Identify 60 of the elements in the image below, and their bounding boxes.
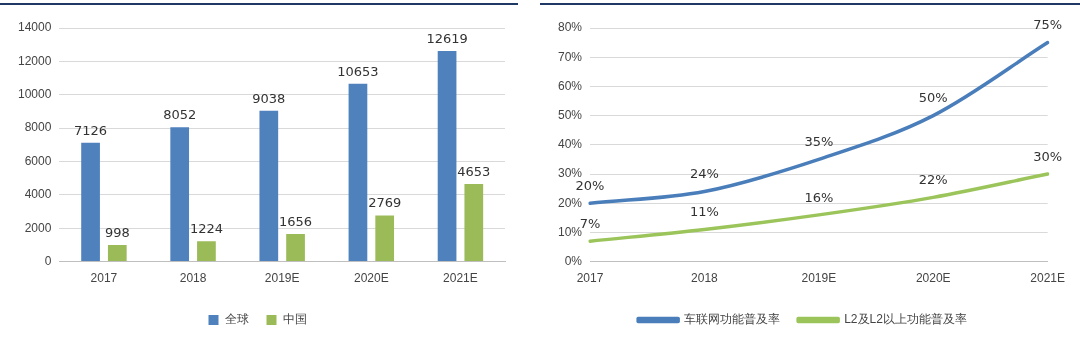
- y-tick-label: 8000: [24, 120, 52, 135]
- data-label: 10653: [337, 63, 379, 79]
- bar: [197, 241, 216, 262]
- data-label: 75%: [1033, 17, 1063, 33]
- data-label: 35%: [804, 134, 834, 150]
- legend-label: 中国: [282, 312, 307, 327]
- x-tick-label: 2021E: [1030, 271, 1065, 286]
- x-tick-label: 2020E: [915, 271, 951, 286]
- y-tick-label: 40%: [557, 137, 583, 152]
- x-tick-label: 2019E: [801, 271, 837, 286]
- y-tick-label: 70%: [557, 49, 583, 64]
- data-label: 50%: [918, 90, 948, 106]
- bar: [259, 110, 279, 262]
- bar: [375, 215, 395, 262]
- y-tick-label: 2000: [24, 220, 52, 235]
- data-label: 1656: [279, 213, 313, 229]
- x-tick-label: 2017: [90, 271, 118, 286]
- bar: [464, 183, 484, 262]
- y-tick-label: 60%: [557, 78, 583, 93]
- x-tick-label: 2017: [576, 271, 604, 286]
- data-label: 22%: [918, 172, 948, 188]
- data-label: 998: [104, 224, 130, 240]
- bar: [437, 51, 457, 262]
- bar: [286, 233, 305, 262]
- legend-label: 车联网功能普及率: [684, 312, 781, 327]
- y-tick-label: 10%: [557, 224, 583, 239]
- data-label: 24%: [689, 166, 719, 182]
- y-tick-label: 12000: [17, 53, 52, 68]
- y-tick-label: 10000: [17, 87, 52, 102]
- bar: [348, 83, 368, 262]
- x-tick-label: 2018: [179, 271, 207, 286]
- y-tick-label: 30%: [557, 166, 583, 181]
- y-tick-label: 0: [44, 253, 52, 268]
- data-label: 1224: [189, 221, 223, 237]
- data-label: 2769: [368, 195, 402, 211]
- data-label: 12619: [426, 30, 468, 46]
- legend-label: 全球: [224, 312, 249, 327]
- y-tick-label: 14000: [17, 20, 52, 35]
- y-tick-label: 6000: [24, 153, 52, 168]
- data-label: 9038: [252, 90, 286, 106]
- data-label: 8052: [163, 107, 197, 123]
- x-tick-label: 2020E: [353, 271, 389, 286]
- data-label: 16%: [804, 189, 834, 205]
- x-tick-label: 2019E: [264, 271, 300, 286]
- y-tick-label: 4000: [24, 187, 52, 202]
- bar: [170, 127, 190, 262]
- data-label: 30%: [1033, 148, 1063, 164]
- bar: [81, 142, 100, 262]
- bar: [107, 244, 127, 262]
- y-tick-label: 80%: [557, 20, 583, 35]
- data-label: 7126: [74, 122, 108, 138]
- y-tick-label: 0%: [564, 253, 583, 268]
- x-tick-label: 2021E: [443, 271, 478, 286]
- data-label: 11%: [689, 204, 719, 220]
- x-tick-label: 2018: [691, 271, 719, 286]
- y-tick-label: 20%: [557, 195, 583, 210]
- data-label: 4653: [457, 163, 491, 179]
- y-tick-label: 50%: [557, 107, 583, 122]
- data-label: 20%: [575, 178, 605, 194]
- legend-label: L2及L2以上功能普及率: [844, 312, 967, 327]
